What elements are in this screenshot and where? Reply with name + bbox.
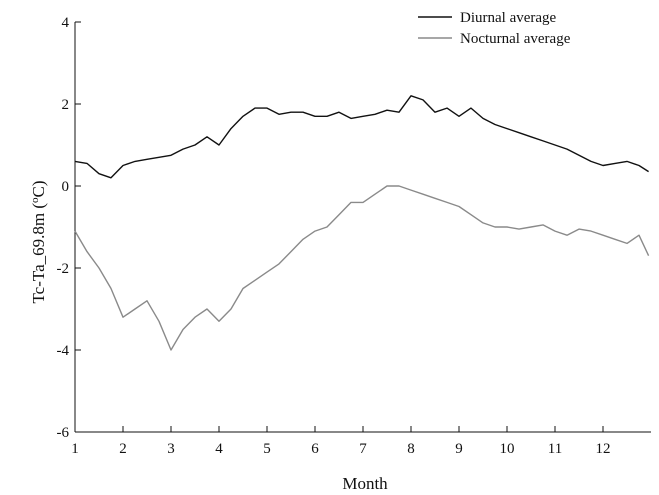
y-tick-label: -6 (57, 425, 70, 441)
x-tick-label: 7 (359, 441, 367, 457)
x-tick-label: 6 (311, 441, 319, 457)
x-tick-label: 2 (119, 441, 127, 457)
x-tick-label: 12 (596, 441, 611, 457)
y-tick-label: -2 (57, 261, 70, 277)
axes (74, 22, 651, 433)
series-line-nocturnal (74, 185, 650, 351)
x-axis-title: Month (342, 474, 388, 493)
legend-label-diurnal: Diurnal average (460, 10, 557, 26)
y-tick-label: 2 (62, 97, 70, 113)
y-axis-title-main: Tc-Ta_69.8m ( (29, 203, 48, 304)
x-tick-label: 8 (407, 441, 415, 457)
x-tick-label: 1 (71, 441, 79, 457)
series-line-diurnal (74, 95, 649, 179)
x-tick-label: 9 (455, 441, 463, 457)
x-tick-label: 11 (548, 441, 562, 457)
y-axis-title-degree: o (29, 197, 41, 203)
legend: Diurnal average Nocturnal average (418, 10, 571, 47)
y-axis-title: Tc-Ta_69.8m (oC) (29, 180, 48, 303)
legend-label-nocturnal: Nocturnal average (460, 31, 571, 47)
x-tick-label: 4 (215, 441, 223, 457)
y-tick-label: 4 (62, 15, 70, 31)
y-axis-title-unit: C) (29, 180, 48, 197)
x-tick-label: 3 (167, 441, 175, 457)
series-layer (74, 95, 650, 351)
y-tick-label: 0 (62, 179, 70, 195)
x-tick-label: 10 (500, 441, 515, 457)
y-tick-label: -4 (57, 343, 70, 359)
x-tick-label: 5 (263, 441, 271, 457)
